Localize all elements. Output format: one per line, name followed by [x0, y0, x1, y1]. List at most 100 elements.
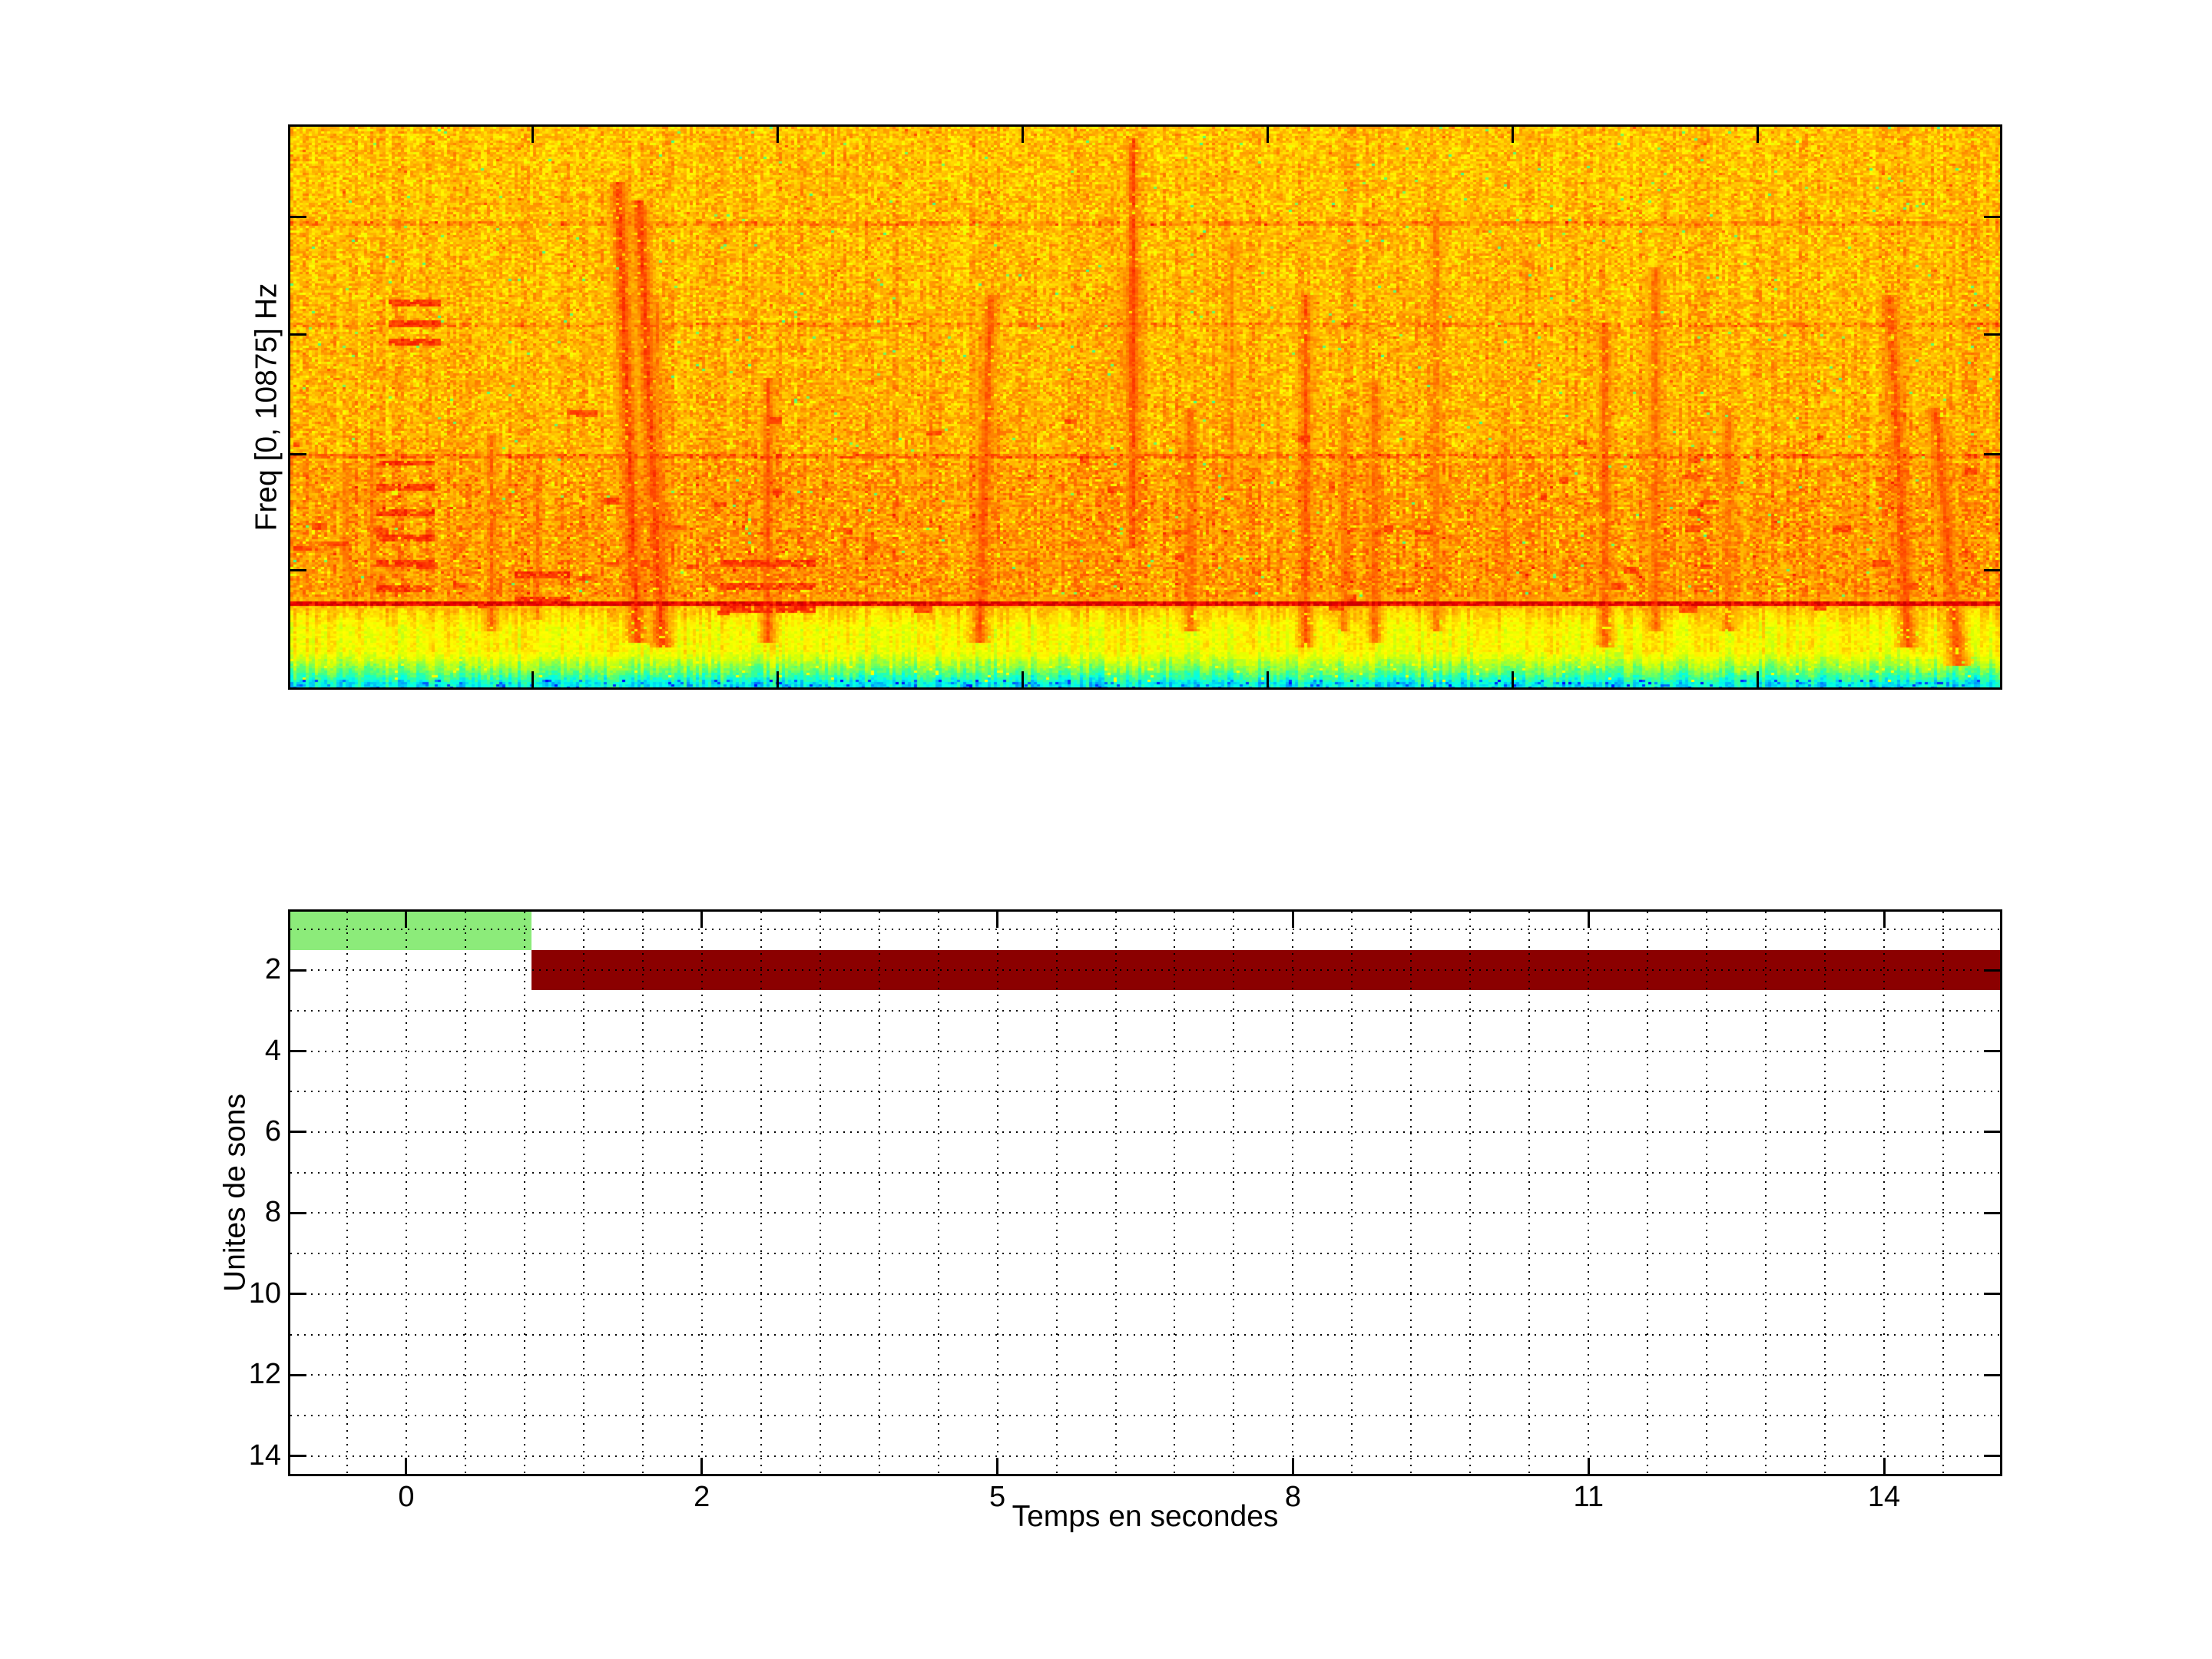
x-tick-mark: [1511, 127, 1514, 143]
x-tick-label: 2: [694, 1481, 710, 1513]
grid-line-vertical: [464, 912, 466, 1474]
grid-line-vertical: [996, 912, 998, 1474]
x-tick-mark: [405, 1458, 408, 1474]
grid-line-vertical: [1528, 912, 1531, 1474]
y-tick-mark: [290, 216, 306, 219]
grid-line-vertical: [1055, 912, 1058, 1474]
y-tick-mark: [1984, 569, 2000, 572]
y-tick-mark: [290, 1293, 306, 1296]
grid-line-horizontal: [290, 1009, 2000, 1012]
x-tick-mark: [1291, 1458, 1294, 1474]
y-tick-label: 4: [264, 1034, 281, 1067]
grid-line-vertical: [405, 912, 407, 1474]
spectrogram-image: [290, 127, 2000, 687]
y-tick-label: 12: [248, 1358, 281, 1391]
y-tick-mark: [1984, 216, 2000, 219]
y-tick-mark: [290, 333, 306, 336]
grid-line-horizontal: [290, 1455, 2000, 1457]
x-tick-mark: [1756, 127, 1759, 143]
x-tick-mark: [1511, 671, 1514, 687]
x-tick-label: 0: [398, 1481, 415, 1513]
grid-line-horizontal: [290, 929, 2000, 931]
grid-line-horizontal: [290, 1253, 2000, 1255]
y-tick-mark: [290, 1455, 306, 1458]
grid-line-vertical: [1883, 912, 1886, 1474]
y-tick-label: 2: [264, 953, 281, 986]
grid-line-vertical: [1351, 912, 1353, 1474]
grid-line-horizontal: [290, 1414, 2000, 1416]
x-tick-label: 5: [989, 1481, 1006, 1513]
grid-line-vertical: [1765, 912, 1767, 1474]
y-tick-mark: [290, 1050, 306, 1052]
grid-line-vertical: [819, 912, 821, 1474]
x-tick-mark: [1266, 127, 1269, 143]
x-tick-mark: [1587, 912, 1590, 928]
grid-line-vertical: [700, 912, 703, 1474]
grid-line-vertical: [1647, 912, 1649, 1474]
x-tick-mark: [996, 1458, 999, 1474]
grid-line-vertical: [523, 912, 525, 1474]
grid-line-horizontal: [290, 1091, 2000, 1093]
grid-line-vertical: [641, 912, 644, 1474]
y-tick-mark: [1984, 1131, 2000, 1134]
grid-line-horizontal: [290, 1050, 2000, 1052]
x-tick-mark: [1291, 912, 1294, 928]
y-tick-mark: [1984, 1211, 2000, 1214]
spectrogram-ylabel: Freq [0, 10875] Hz: [250, 283, 283, 531]
x-tick-mark: [700, 1458, 704, 1474]
grid-line-vertical: [1114, 912, 1117, 1474]
grid-line-vertical: [1292, 912, 1294, 1474]
y-tick-mark: [1984, 1050, 2000, 1052]
grid-line-vertical: [1410, 912, 1412, 1474]
grid-line-horizontal: [290, 1171, 2000, 1174]
units-axes: [288, 909, 2002, 1476]
y-tick-mark: [1984, 1455, 2000, 1458]
grid-line-vertical: [937, 912, 939, 1474]
y-tick-mark: [290, 969, 306, 972]
y-tick-label: 14: [248, 1439, 281, 1472]
x-tick-label: 11: [1573, 1481, 1604, 1513]
grid-line-vertical: [1588, 912, 1590, 1474]
units-xlabel: Temps en secondes: [1012, 1500, 1279, 1533]
spectrogram-axes: [288, 124, 2002, 690]
y-tick-label: 8: [264, 1196, 281, 1229]
grid-line-vertical: [1174, 912, 1176, 1474]
x-tick-mark: [531, 671, 535, 687]
y-tick-mark: [290, 1131, 306, 1134]
grid-line-vertical: [1469, 912, 1472, 1474]
grid-line-vertical: [1706, 912, 1708, 1474]
grid-line-vertical: [1942, 912, 1945, 1474]
x-tick-label: 14: [1867, 1481, 1901, 1513]
x-tick-mark: [1883, 912, 1886, 928]
grid-line-vertical: [1824, 912, 1826, 1474]
grid-line-horizontal: [290, 1293, 2000, 1295]
grid-line-horizontal: [290, 1333, 2000, 1336]
x-tick-mark: [1266, 671, 1269, 687]
x-tick-mark: [405, 912, 408, 928]
y-tick-label: 6: [264, 1114, 281, 1147]
grid-line-vertical: [582, 912, 584, 1474]
grid-line-vertical: [760, 912, 762, 1474]
y-tick-mark: [290, 569, 306, 572]
x-tick-mark: [1022, 127, 1025, 143]
x-tick-mark: [1883, 1458, 1886, 1474]
grid-line-vertical: [346, 912, 348, 1474]
grid-line-horizontal: [290, 1212, 2000, 1214]
grid-line-vertical: [878, 912, 880, 1474]
x-tick-label: 8: [1284, 1481, 1301, 1513]
grid-line-horizontal: [290, 1131, 2000, 1133]
x-tick-mark: [996, 912, 999, 928]
y-tick-mark: [290, 1373, 306, 1376]
y-tick-mark: [1984, 1293, 2000, 1296]
y-tick-mark: [1984, 333, 2000, 336]
y-tick-mark: [1984, 1373, 2000, 1376]
y-tick-label: 10: [248, 1277, 281, 1310]
y-tick-mark: [1984, 969, 2000, 972]
grid-line-horizontal: [290, 1374, 2000, 1376]
y-tick-mark: [1984, 452, 2000, 455]
x-tick-mark: [1022, 671, 1025, 687]
grid-line-horizontal: [290, 969, 2000, 972]
sound-unit-1: [290, 912, 532, 950]
x-tick-mark: [777, 671, 780, 687]
